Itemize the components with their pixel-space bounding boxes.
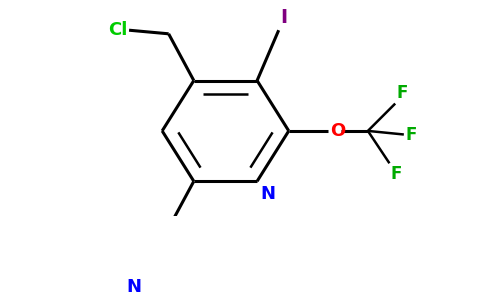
Text: F: F (391, 165, 402, 183)
Text: N: N (261, 185, 276, 203)
Text: F: F (397, 84, 408, 102)
Text: Cl: Cl (108, 21, 128, 39)
Text: N: N (126, 278, 141, 296)
Text: O: O (331, 122, 346, 140)
Text: I: I (280, 8, 287, 27)
Text: F: F (405, 125, 417, 143)
